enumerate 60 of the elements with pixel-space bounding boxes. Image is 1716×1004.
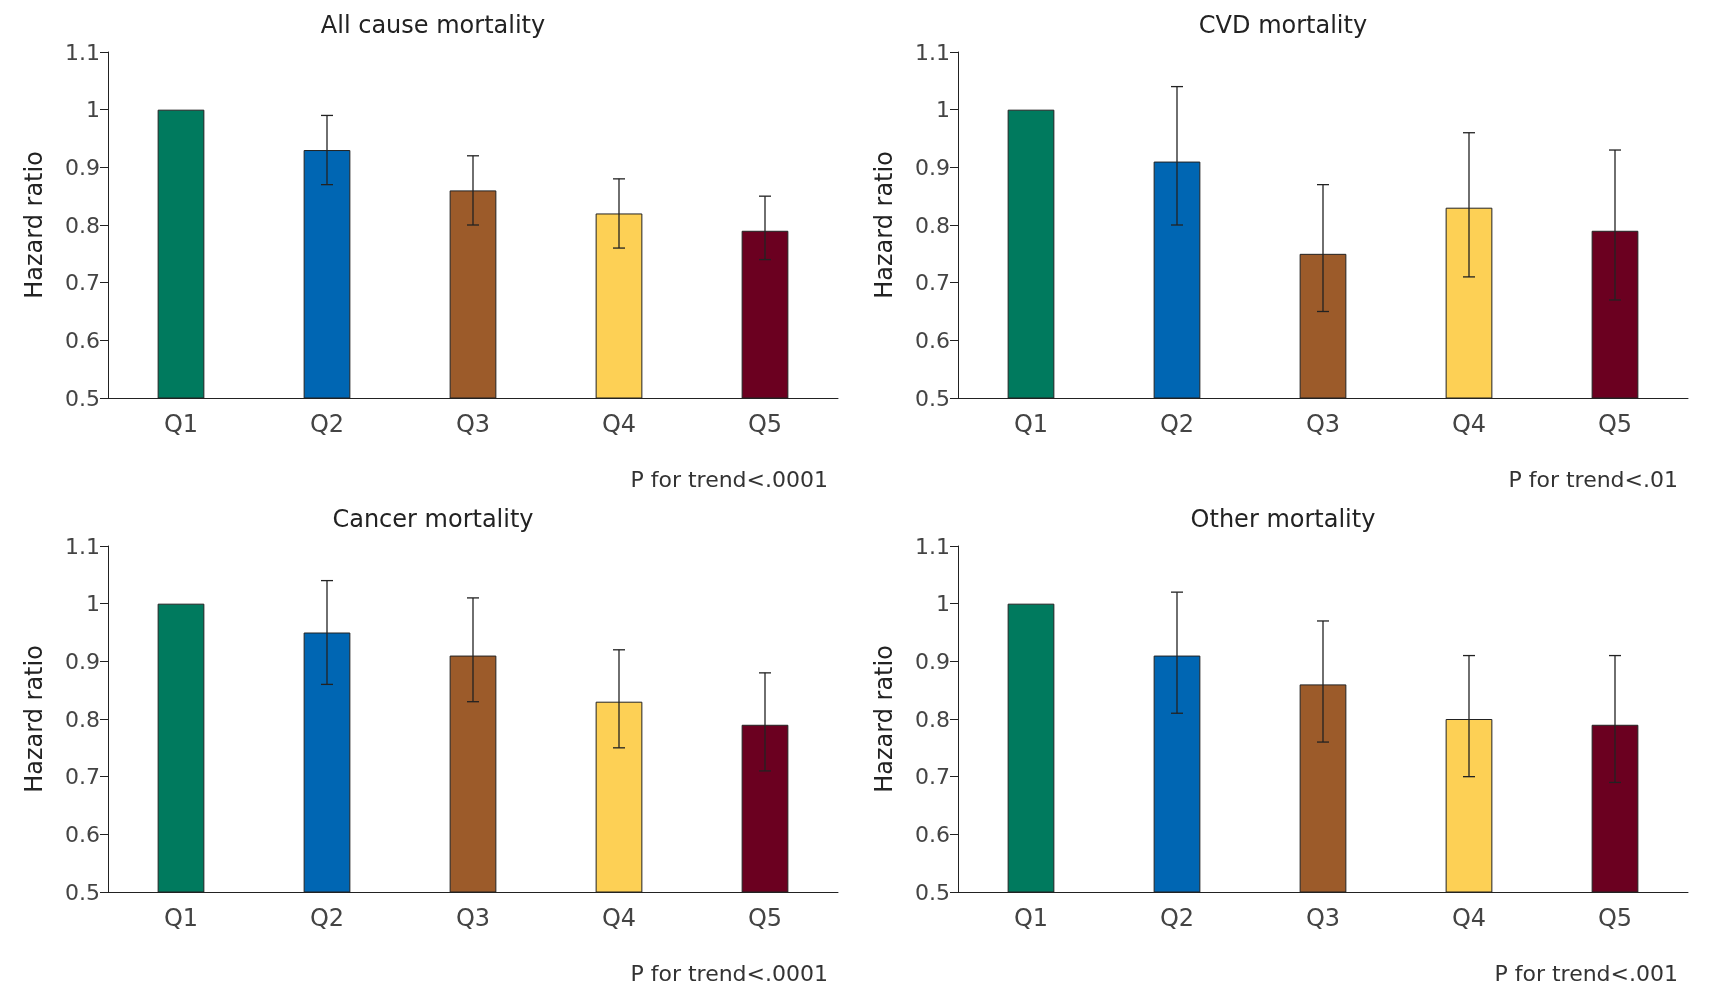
x-tick-label: Q3	[455, 904, 491, 932]
y-tick-label: 1	[86, 591, 100, 617]
y-tick-label: 0.8	[65, 706, 100, 732]
y-tick-label: 1.1	[915, 39, 950, 65]
x-tick-label: Q2	[309, 904, 345, 932]
y-tick-label: 0.5	[915, 385, 950, 411]
text: P for trend<.001	[1494, 960, 1679, 986]
y-tick-label: 0.9	[65, 648, 100, 674]
x-tick-label: Q3	[1305, 904, 1341, 932]
x-tick-label: Q3	[1305, 410, 1341, 438]
chart-title: CVD mortality	[1198, 11, 1368, 39]
x-tick-label: Q3	[455, 410, 491, 438]
y-axis-title: Hazard ratio	[20, 645, 48, 793]
x-tick-label: Q2	[1159, 410, 1195, 438]
y-tick-label: 0.7	[65, 764, 100, 790]
y-tick-label: 0.9	[915, 154, 950, 180]
y-axis-title: Hazard ratio	[870, 151, 898, 299]
y-tick-label: 0.5	[65, 879, 100, 905]
y-tick-label: 0.7	[915, 764, 950, 790]
text: P for trend<.01	[1508, 466, 1679, 492]
x-tick-label: Q5	[747, 410, 783, 438]
y-tick-label: 0.8	[915, 212, 950, 238]
y-tick-label: 0.7	[65, 270, 100, 296]
y-tick-label: 1.1	[65, 39, 100, 65]
chart-title: Cancer mortality	[332, 505, 534, 533]
x-tick-label: Q4	[1451, 904, 1487, 932]
y-tick-label: 0.7	[915, 270, 950, 296]
y-tick-label: 1	[86, 97, 100, 123]
y-tick-label: 0.8	[65, 212, 100, 238]
y-tick-label: 1	[936, 97, 950, 123]
text: P for trend<.0001	[630, 960, 829, 986]
y-tick-label: 0.9	[915, 648, 950, 674]
x-tick-label: Q1	[1013, 410, 1049, 438]
y-tick-label: 0.6	[915, 327, 950, 353]
y-axis-title: Hazard ratio	[870, 645, 898, 793]
x-tick-label: Q1	[163, 904, 199, 932]
x-tick-label: Q1	[1013, 904, 1049, 932]
x-tick-label: Q2	[309, 410, 345, 438]
y-tick-label: 0.5	[65, 385, 100, 411]
text: P for trend<.0001	[630, 466, 829, 492]
y-tick-label: 0.5	[915, 879, 950, 905]
x-tick-label: Q1	[163, 410, 199, 438]
y-tick-label: 1.1	[65, 533, 100, 559]
y-tick-label: 0.6	[915, 821, 950, 847]
x-tick-label: Q2	[1159, 904, 1195, 932]
y-tick-label: 0.6	[65, 327, 100, 353]
x-tick-label: Q5	[1597, 904, 1633, 932]
x-tick-label: Q4	[601, 904, 637, 932]
y-axis-title: Hazard ratio	[20, 151, 48, 299]
x-tick-label: Q5	[747, 904, 783, 932]
y-tick-label: 0.9	[65, 154, 100, 180]
x-tick-label: Q5	[1597, 410, 1633, 438]
x-tick-label: Q4	[601, 410, 637, 438]
y-tick-label: 0.6	[65, 821, 100, 847]
y-tick-label: 1.1	[915, 533, 950, 559]
x-tick-label: Q4	[1451, 410, 1487, 438]
chart-title: Other mortality	[1190, 505, 1376, 533]
chart-title: All cause mortality	[320, 11, 546, 39]
y-tick-label: 1	[936, 591, 950, 617]
y-tick-label: 0.8	[915, 706, 950, 732]
